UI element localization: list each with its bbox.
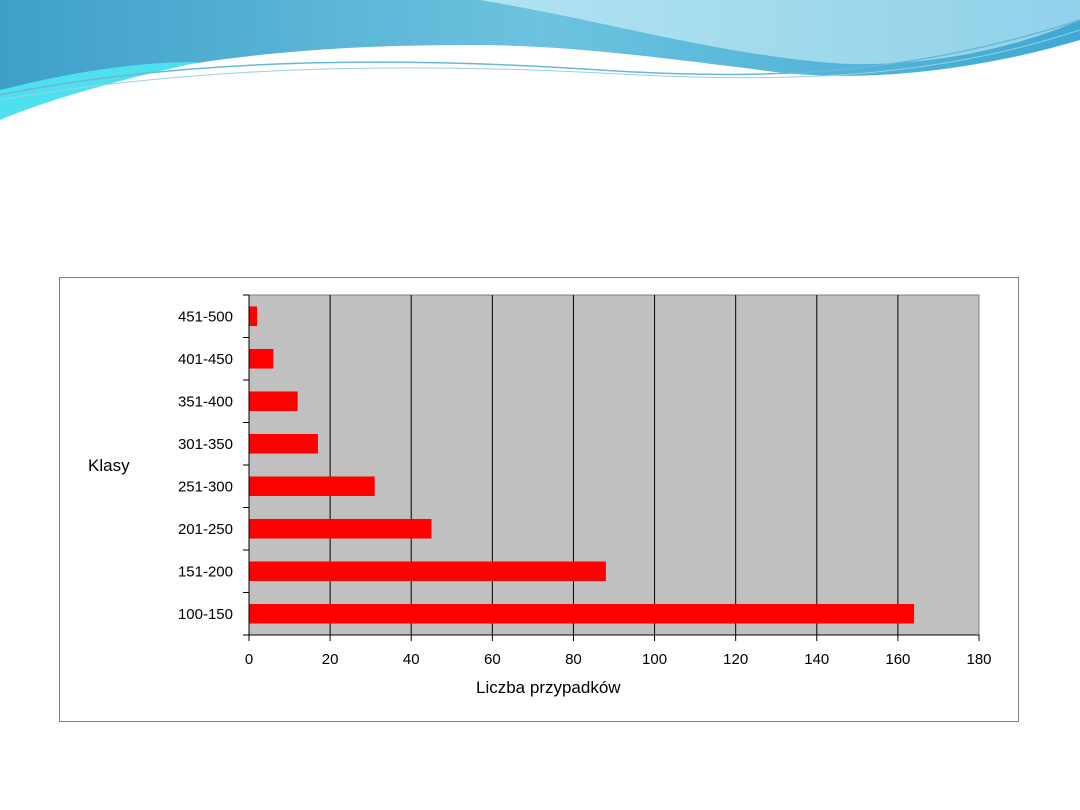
- y-tick-label: 151-200: [178, 563, 233, 580]
- x-tick-label: 180: [966, 651, 991, 668]
- x-tick-label: 40: [403, 651, 420, 668]
- gridlines: [329, 295, 899, 635]
- x-tick-label: 0: [245, 651, 253, 668]
- x-tick-label: 140: [804, 651, 829, 668]
- plot-area: [248, 294, 980, 636]
- bar: [249, 433, 318, 454]
- bar: [249, 391, 298, 412]
- x-tick-label: 60: [484, 651, 501, 668]
- x-tick-label: 20: [322, 651, 339, 668]
- x-axis-title: Liczba przypadków: [476, 678, 621, 697]
- header-wave-decoration: [0, 0, 1080, 120]
- y-tick-label: 401-450: [178, 351, 233, 368]
- bar: [249, 561, 606, 582]
- bar: [249, 306, 258, 327]
- bar: [249, 476, 375, 497]
- y-tick-label: 351-400: [178, 393, 233, 410]
- bar: [249, 518, 432, 539]
- y-tick-label: 301-350: [178, 436, 233, 453]
- y-tick-label: 201-250: [178, 521, 233, 538]
- y-tick-label: 251-300: [178, 478, 233, 495]
- bar-chart: 0 20 40 60 80 100 120 140 160 180 100-150 151-200 2…: [88, 294, 992, 697]
- y-tick-label: 100-150: [178, 606, 233, 623]
- bar: [249, 603, 915, 624]
- x-tick-label: 100: [642, 651, 667, 668]
- bars: [249, 306, 915, 624]
- x-axis-ticks: 0 20 40 60 80 100 120 140 160 180: [245, 635, 992, 668]
- y-axis-title: Klasy: [88, 456, 130, 475]
- x-tick-label: 80: [565, 651, 582, 668]
- y-tick-label: 451-500: [178, 308, 233, 325]
- x-tick-label: 120: [723, 651, 748, 668]
- bar: [249, 348, 274, 369]
- y-axis-ticks: 100-150 151-200 201-250 251-300 301-350 351-4…: [178, 294, 249, 636]
- chart-container: 0 20 40 60 80 100 120 140 160 180 100-150 151-200 2…: [59, 277, 1019, 722]
- x-tick-label: 160: [885, 651, 910, 668]
